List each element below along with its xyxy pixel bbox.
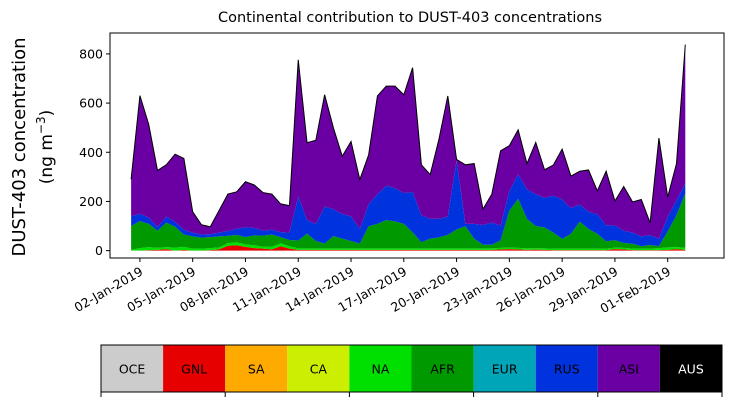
area-series-afr (131, 193, 686, 250)
plot-frame (109, 32, 725, 259)
y-tick-label: 400 (79, 145, 103, 160)
area-series-asi (131, 44, 686, 239)
legend-label-asi: ASI (619, 362, 639, 377)
legend-swatch-afr (411, 345, 474, 392)
y-tick-label: 200 (79, 194, 103, 209)
legend-label-gnl: GNL (181, 362, 207, 377)
legend-label-oce: OCE (119, 362, 146, 377)
legend-label-eur: EUR (492, 362, 518, 377)
legend-label-rus: RUS (554, 362, 580, 377)
total-line (130, 44, 686, 228)
y-tick-label: 600 (79, 96, 103, 111)
area-series-gnl (131, 245, 686, 251)
legend-label-afr: AFR (430, 362, 455, 377)
legend: OCE GNL SA CA NA AFR EUR RUS ASI AUS (100, 344, 723, 397)
legend-swatch-aus (659, 345, 722, 392)
legend-swatch-oce (101, 345, 164, 392)
total-outline (130, 44, 686, 228)
y-axis-label-unit-suffix: ) (37, 110, 57, 117)
y-axis-label-unit-prefix: (ng m (37, 134, 57, 184)
y-tick-label: 0 (95, 243, 103, 258)
y-axis-label: DUST-403 concentration (ng m−3) (9, 37, 57, 256)
x-axis: 02-Jan-201905-Jan-201908-Jan-201911-Jan-… (71, 258, 673, 316)
legend-swatch-asi (597, 345, 660, 392)
y-axis-label-unit-exponent: −3 (34, 116, 48, 134)
y-axis-label-line2: (ng m−3) (34, 110, 57, 185)
area-series-na (131, 242, 686, 251)
legend-label-sa: SA (248, 362, 265, 377)
legend-label-na: NA (371, 362, 389, 377)
legend-swatch-gnl (163, 345, 226, 392)
legend-swatch-ca (287, 345, 350, 392)
legend-label-aus: AUS (678, 362, 704, 377)
y-axis: 0 200 400 600 800 (79, 46, 110, 258)
legend-swatch-rus (535, 345, 598, 392)
legend-swatch-eur (473, 345, 536, 392)
stacked-areas (131, 44, 686, 251)
chart-title: Continental contribution to DUST-403 con… (218, 10, 602, 26)
y-axis-label-line1: DUST-403 concentration (9, 37, 30, 256)
legend-label-ca: CA (310, 362, 328, 377)
y-tick-label: 800 (79, 46, 103, 61)
area-series-rus (131, 160, 686, 247)
legend-swatch-sa (225, 345, 288, 392)
legend-swatch-na (349, 345, 412, 392)
legend-frame (100, 344, 723, 393)
